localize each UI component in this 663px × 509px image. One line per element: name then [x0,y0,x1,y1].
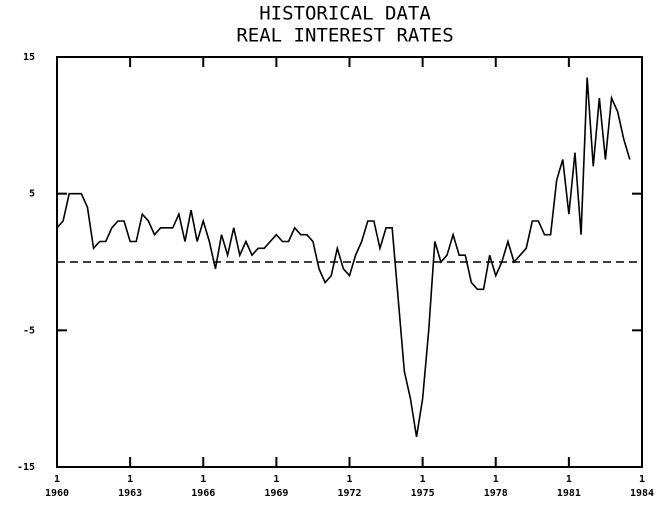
x-tick-sublabel: 1 [420,474,426,485]
x-tick-label: 1963 [118,488,142,499]
y-tick-label: 5 [29,189,35,200]
x-tick-sublabel: 1 [493,474,499,485]
x-tick-label: 1969 [264,488,288,499]
x-tick-sublabel: 1 [273,474,279,485]
x-tick-label: 1966 [191,488,215,499]
y-tick-label: 15 [23,52,35,63]
x-tick-sublabel: 1 [566,474,572,485]
x-tick-sublabel: 1 [639,474,645,485]
x-tick-label: 1972 [337,488,361,499]
x-tick-label: 1981 [557,488,581,499]
chart-title: HISTORICAL DATA [259,3,431,25]
x-tick-label: 1984 [630,488,654,499]
x-tick-sublabel: 1 [127,474,133,485]
x-tick-sublabel: 1 [200,474,206,485]
x-tick-sublabel: 1 [54,474,60,485]
x-tick-label: 1978 [484,488,508,499]
x-tick-sublabel: 1 [346,474,352,485]
x-tick-label: 1975 [411,488,435,499]
chart-title: REAL INTEREST RATES [236,25,453,47]
y-tick-label: -15 [17,462,35,473]
y-tick-label: -5 [23,325,35,336]
x-tick-label: 1960 [45,488,69,499]
data-line [56,77,631,438]
